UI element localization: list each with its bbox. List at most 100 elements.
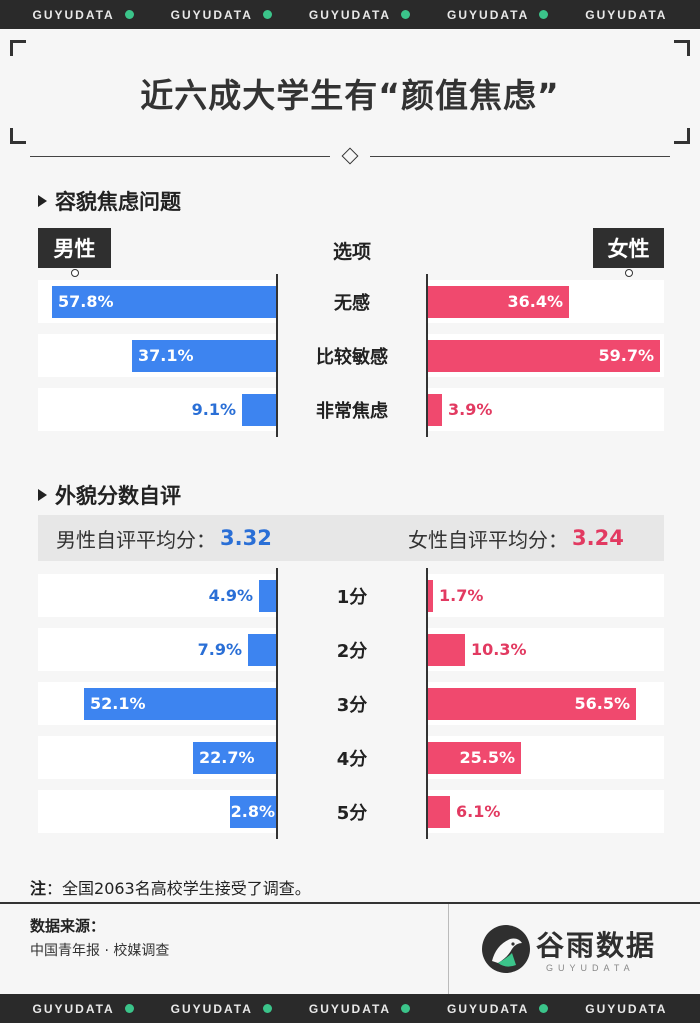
brand-word: GUYUDATA: [585, 1001, 668, 1016]
corner-bracket: [674, 40, 690, 56]
dot-icon: [262, 1004, 272, 1013]
male-bar: [132, 339, 277, 372]
diamond-icon: [341, 147, 359, 165]
male-average-label: 男性自评平均分：: [56, 527, 216, 552]
female-bar: [427, 393, 442, 426]
female-value-label: 3.9%: [448, 400, 493, 419]
section-title: 容貌焦虑问题: [55, 190, 181, 214]
female-average-label: 女性自评平均分：: [408, 527, 568, 552]
female-bar: [427, 795, 450, 828]
dot-icon: [124, 10, 134, 19]
male-bar: [259, 579, 277, 612]
male-tag: 男性: [38, 228, 111, 277]
category-label: 4分: [336, 748, 368, 770]
male-value-label: 12.8%: [219, 802, 275, 821]
dot-icon: [401, 10, 411, 19]
source-label: 数据来源：: [30, 917, 106, 935]
female-value-label: 36.4%: [507, 292, 563, 311]
page-title: 近六成大学生有“颜值焦虑”: [140, 76, 560, 115]
section-title: 外貌分数自评: [55, 484, 181, 508]
male-bar: [52, 285, 277, 318]
logo-name: 谷雨数据: [536, 929, 657, 962]
female-bar: [427, 741, 521, 774]
footer-vertical-divider: [448, 904, 449, 994]
pin-icon: [624, 269, 633, 277]
female-value-label: 56.5%: [574, 694, 630, 713]
row-background: [38, 574, 277, 617]
row-background: [427, 790, 664, 833]
female-value-label: 59.7%: [598, 346, 654, 365]
note-text: ：全国2063名高校学生接受了调查。: [46, 879, 311, 898]
note-label: 注: [30, 879, 47, 898]
divider-line: [370, 156, 670, 157]
brand-word: GUYUDATA: [170, 1001, 253, 1016]
male-value-label: 7.9%: [197, 640, 242, 659]
axis-line: [426, 568, 428, 839]
corner-bracket: [10, 128, 26, 144]
male-bar: [242, 393, 277, 426]
male-value-label: 22.7%: [199, 748, 255, 767]
male-value-label: 52.1%: [90, 694, 146, 713]
section-heading-selfrating: 外貌分数自评: [38, 480, 181, 510]
brand-word: GUYUDATA: [170, 7, 253, 22]
category-label: 5分: [336, 802, 368, 824]
row-background: [427, 574, 664, 617]
dot-icon: [401, 1004, 411, 1013]
footer-divider: [0, 902, 700, 904]
brand-strip-top: GUYUDATA GUYUDATA GUYUDATA GUYUDATA GUYU…: [0, 0, 700, 29]
category-label: 2分: [336, 640, 368, 662]
brand-strip-bottom: GUYUDATA GUYUDATA GUYUDATA GUYUDATA GUYU…: [0, 994, 700, 1023]
divider-line: [30, 156, 330, 157]
dot-icon: [539, 10, 549, 19]
brand-word: GUYUDATA: [32, 1001, 115, 1016]
brand-word: GUYUDATA: [32, 7, 115, 22]
male-bar: [248, 633, 277, 666]
axis-line: [276, 274, 278, 437]
male-average-value: 3.32: [220, 526, 272, 550]
category-label: 无感: [334, 292, 370, 314]
logo-icon: [482, 925, 530, 973]
female-average-value: 3.24: [572, 526, 624, 550]
male-value-label: 9.1%: [191, 400, 236, 419]
category-label: 非常焦虑: [316, 400, 388, 422]
female-value-label: 6.1%: [456, 802, 501, 821]
section-heading-anxiety: 容貌焦虑问题: [38, 186, 181, 216]
logo-subtitle: GUYUDATA: [546, 963, 635, 973]
axis-line: [426, 274, 428, 437]
male-value-label: 37.1%: [138, 346, 194, 365]
category-label: 比较敏感: [316, 346, 388, 368]
male-label: 男性: [53, 237, 96, 261]
averages-box: [38, 515, 664, 561]
male-bar: [230, 795, 277, 828]
female-label: 女性: [607, 237, 650, 261]
triangle-icon: [38, 195, 47, 207]
infographic-card: 近六成大学生有“颜值焦虑” 容貌焦虑问题 男性 选项 女性 无感 57.8% 36.…: [0, 29, 700, 994]
row-background: [427, 388, 664, 431]
male-value-label: 57.8%: [58, 292, 114, 311]
female-bar: [427, 579, 433, 612]
category-label: 3分: [336, 694, 368, 716]
dot-icon: [262, 10, 272, 19]
category-label: 1分: [336, 586, 368, 608]
female-bar: [427, 285, 569, 318]
row-background: [38, 388, 277, 431]
row-background: [427, 628, 664, 671]
pin-icon: [70, 269, 79, 277]
male-bar: [84, 687, 277, 720]
female-average: 女性自评平均分： 3.24: [408, 515, 624, 561]
row-background: [38, 628, 277, 671]
female-value-label: 1.7%: [439, 586, 484, 605]
column-header: 选项: [332, 241, 371, 263]
triangle-icon: [38, 489, 47, 501]
source-value: 中国青年报 · 校媒调查: [30, 943, 170, 959]
female-bar: [427, 339, 660, 372]
female-tag: 女性: [593, 228, 664, 277]
female-value-label: 10.3%: [471, 640, 527, 659]
brand-word: GUYUDATA: [447, 1001, 530, 1016]
corner-bracket: [674, 128, 690, 144]
dot-icon: [539, 1004, 549, 1013]
brand-word: GUYUDATA: [308, 7, 392, 22]
brand-word: GUYUDATA: [585, 7, 668, 22]
male-value-label: 4.9%: [208, 586, 253, 605]
brand-word: GUYUDATA: [447, 7, 530, 22]
